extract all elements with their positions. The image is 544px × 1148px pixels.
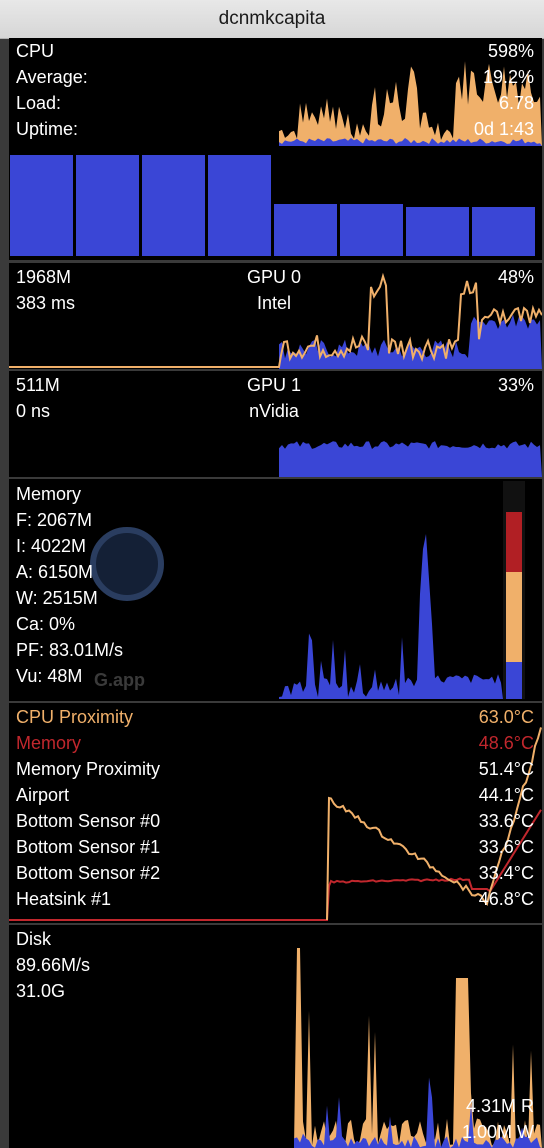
cpu-core-bar [76, 155, 139, 256]
cpu-uptime-label: Uptime: [16, 119, 79, 139]
sensor-name: Bottom Sensor #2 [16, 863, 161, 883]
sensor-name: Airport [16, 785, 70, 805]
gpu1-panel: 511M 0 ns GPU 1 nVidia 33% [9, 371, 542, 477]
disk-panel: Disk 89.66M/s 31.0G 4.31M R 1.00M W [9, 925, 542, 1148]
sensor-value: 33.6°C [478, 837, 534, 857]
cpu-core-bar [406, 207, 469, 256]
sensor-value: 46.8°C [478, 889, 534, 909]
watermark: G.app [94, 670, 146, 690]
cpu-graph [10, 61, 542, 256]
sensor-value: 63.0°C [478, 707, 534, 727]
memory-line: Ca: 0% [16, 614, 76, 634]
cpu-average-label: Average: [16, 67, 88, 87]
cpu-core-bar [340, 204, 403, 256]
gpu1-percent: 33% [497, 375, 534, 395]
cpu-core-bar [142, 155, 205, 256]
gpu0-vendor: Intel [256, 293, 292, 313]
sensor-name: Memory Proximity [16, 759, 161, 779]
gpu1-graph [279, 441, 542, 477]
sensors-panel: CPU Proximity 63.0°C Memory 48.6°C Memory Pr… [9, 703, 542, 923]
cpu-label: CPU [16, 41, 55, 61]
gpu1-memory: 511M [16, 375, 60, 395]
memory-line: Vu: 48M [16, 666, 83, 686]
disk-label: Disk [16, 929, 51, 949]
memory-line: PF: 83.01M/s [16, 640, 124, 660]
gpu0-percent: 48% [497, 267, 534, 287]
sensor-value: 44.1°C [478, 785, 534, 805]
sensor-name: Bottom Sensor #1 [16, 837, 161, 857]
sensor-value: 48.6°C [478, 733, 534, 753]
cpu-core-bar [274, 204, 337, 256]
cpu-load-value: 6.78 [498, 93, 534, 113]
memory-free-bar [506, 662, 522, 699]
cpu-uptime-value: 0d 1:43 [473, 119, 534, 139]
sensor-value: 33.4°C [478, 863, 534, 883]
sensor-value: 51.4°C [478, 759, 534, 779]
memory-wired-bar [506, 512, 522, 572]
memory-line: W: 2515M [16, 588, 98, 608]
cpu-core-bars [10, 155, 535, 256]
disk-read: 4.31M R [465, 1096, 534, 1116]
disk-rate: 89.66M/s [16, 955, 91, 975]
gpu0-name: GPU 0 [246, 267, 302, 287]
memory-line: F: 2067M [16, 510, 93, 530]
sensor-name: CPU Proximity [16, 707, 134, 727]
sensor-name: Memory [16, 733, 82, 753]
disk-write: 1.00M W [461, 1122, 534, 1142]
gpu0-memory: 1968M [16, 267, 72, 287]
gpu0-panel: 1968M 383 ms GPU 0 Intel 48% [9, 263, 542, 369]
cpu-load-label: Load: [16, 93, 62, 113]
cpu-core-bar [208, 155, 271, 256]
gpu1-vendor: nVidia [249, 401, 299, 421]
gpu1-time: 0 ns [16, 401, 51, 421]
gpu1-name: GPU 1 [246, 375, 302, 395]
sensor-name: Heatsink #1 [16, 889, 112, 909]
cpu-core-bar [10, 155, 73, 256]
memory-line: I: 4022M [16, 536, 87, 556]
cpu-total-value: 598% [487, 41, 534, 61]
memory-active-bar [506, 572, 522, 662]
disk-total: 31.0G [16, 981, 66, 1001]
memory-line: Memory [16, 484, 82, 504]
gpu0-graph [9, 272, 542, 369]
memory-line: A: 6150M [16, 562, 94, 582]
disk-graph [294, 948, 542, 1148]
temperature-graph [9, 727, 542, 921]
sensor-value: 33.6°C [478, 811, 534, 831]
title-bar[interactable]: dcnmkcapita [0, 0, 544, 39]
memory-graph [90, 481, 525, 699]
cpu-average-value: 19.2% [482, 67, 534, 87]
cpu-core-bar [472, 207, 535, 256]
window-title: dcnmkcapita [218, 8, 326, 29]
memory-panel: G.app Memory F: 2067M I: 4022M A: 6150M W: 2… [9, 479, 542, 701]
sensor-name: Bottom Sensor #0 [16, 811, 161, 831]
gpu0-time: 383 ms [16, 293, 76, 313]
cpu-panel: CPU Average: Load: Uptime: 598% 19.2% 6.… [9, 38, 542, 260]
